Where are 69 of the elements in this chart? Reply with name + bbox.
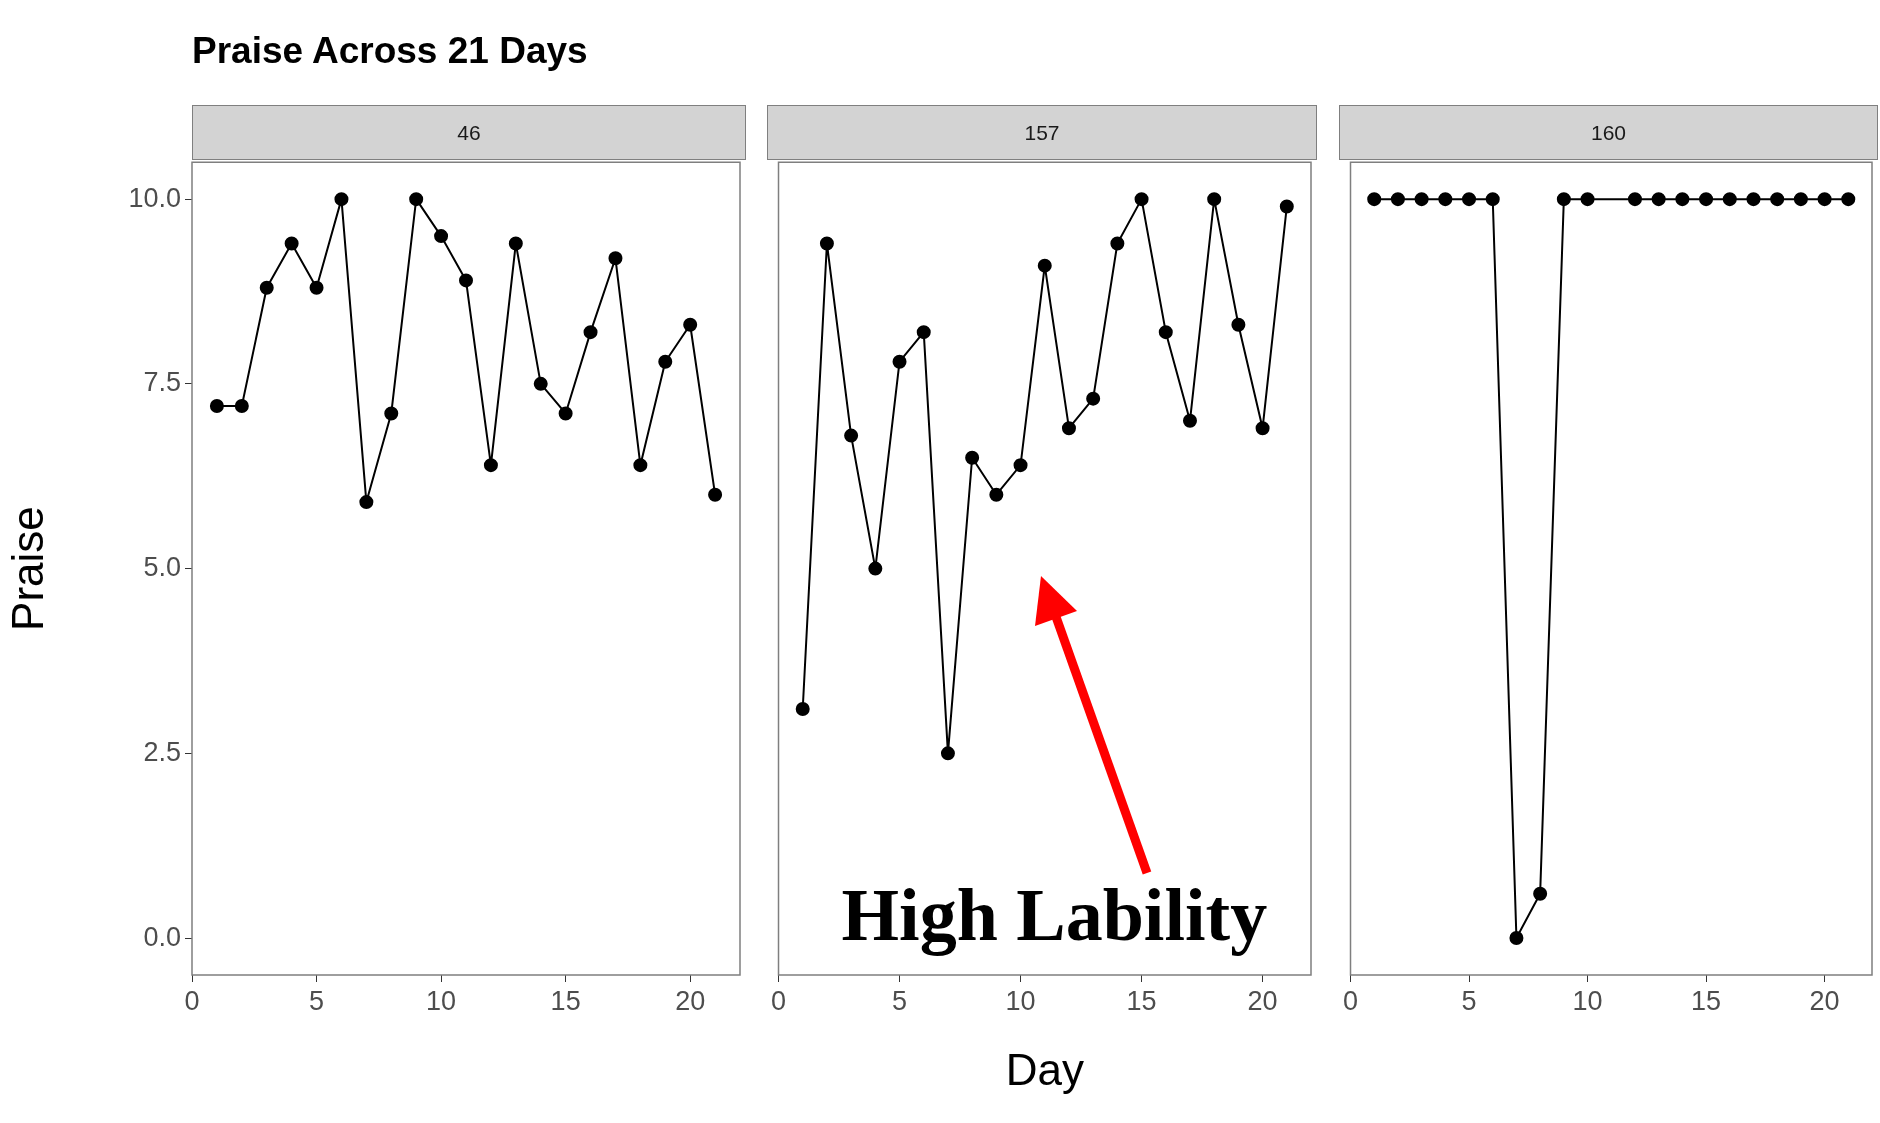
point [868, 561, 883, 576]
point [583, 324, 598, 339]
point [558, 406, 573, 421]
chart-title: Praise Across 21 Days [192, 30, 588, 72]
point [1158, 324, 1173, 339]
point [384, 406, 399, 421]
y-tick-label: 7.5 [143, 367, 181, 398]
point [359, 494, 374, 509]
point [1231, 317, 1246, 332]
y-tick-label: 2.5 [143, 736, 181, 767]
x-tick-label: 10 [1005, 985, 1036, 1016]
point [334, 191, 349, 206]
point [259, 280, 274, 295]
point [1086, 391, 1101, 406]
x-tick-label: 10 [426, 985, 457, 1016]
point [795, 701, 810, 716]
y-tick-label: 10.0 [128, 182, 181, 213]
point [508, 236, 523, 251]
point [892, 354, 907, 369]
y-tick-label: 5.0 [143, 551, 181, 582]
x-tick-label: 0 [184, 985, 200, 1016]
point [209, 398, 224, 413]
chart-subtitle: 46 [192, 105, 746, 160]
x-tick-label: 5 [1461, 985, 1477, 1016]
point [1110, 236, 1125, 251]
point [1037, 258, 1052, 273]
x-tick-label: 15 [1691, 985, 1722, 1016]
point [608, 251, 623, 266]
point [1279, 199, 1294, 214]
point [434, 228, 449, 243]
point [483, 457, 498, 472]
point [965, 450, 980, 465]
point [819, 236, 834, 251]
x-axis-title: Day [1005, 1044, 1084, 1094]
x-tick-label: 15 [1126, 985, 1157, 1016]
point [1013, 457, 1028, 472]
point [533, 376, 548, 391]
point [284, 236, 299, 251]
point [1061, 421, 1076, 435]
chart-subtitle: 157 [767, 105, 1317, 160]
point [459, 273, 473, 288]
point [708, 487, 723, 502]
point [633, 457, 648, 472]
point [1207, 191, 1222, 206]
point [234, 398, 249, 413]
y-tick-label: 0.0 [143, 921, 181, 952]
x-tick-label: 15 [550, 985, 581, 1016]
point [309, 280, 324, 295]
point [940, 746, 955, 761]
point [1134, 191, 1149, 206]
x-tick-label: 0 [1342, 985, 1359, 1016]
annotation: High Lability [841, 873, 1268, 956]
point [658, 354, 673, 369]
point [409, 191, 424, 206]
x-tick-label: 20 [1247, 985, 1278, 1016]
x-tick-label: 0 [770, 985, 787, 1016]
x-tick-label: 10 [1572, 985, 1603, 1016]
point [683, 317, 698, 332]
x-tick-label: 5 [309, 985, 325, 1016]
point [1182, 413, 1197, 428]
x-tick-label: 20 [1809, 985, 1840, 1016]
x-tick-label: 5 [892, 985, 908, 1016]
chart-subtitle: 160 [1339, 105, 1878, 160]
x-tick-label: 20 [675, 985, 706, 1016]
point [916, 324, 931, 339]
point [844, 428, 859, 443]
point [1255, 421, 1270, 435]
point [989, 487, 1004, 502]
y-axis-title: Praise [2, 506, 52, 631]
